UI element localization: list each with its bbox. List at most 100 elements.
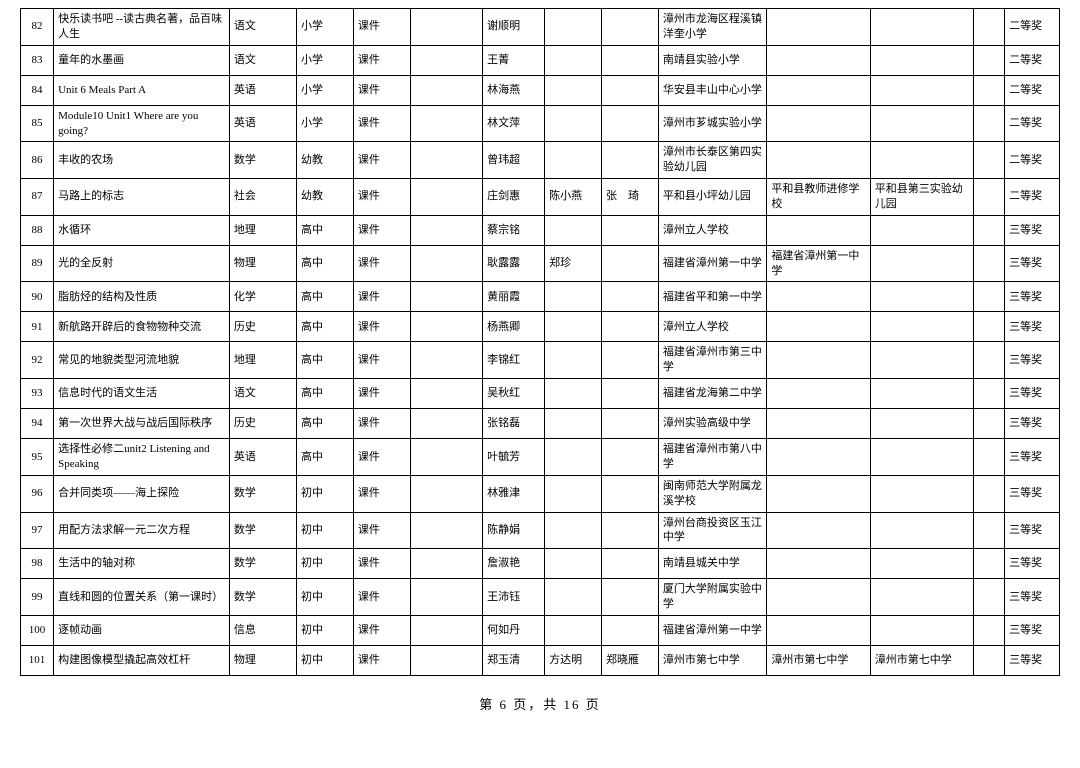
level: 初中	[297, 549, 354, 579]
school2	[767, 475, 870, 512]
table-row: 83童年的水墨画语文小学课件王菁南靖县实验小学二等奖	[21, 45, 1060, 75]
row-number: 93	[21, 379, 54, 409]
table-row: 96合并同类项——海上探险数学初中课件林雅津闽南师范大学附属龙溪学校三等奖	[21, 475, 1060, 512]
author3	[601, 379, 658, 409]
school2	[767, 512, 870, 549]
award: 二等奖	[1005, 105, 1060, 142]
table-row: 97用配方法求解一元二次方程数学初中课件陈静娟漳州台商投资区玉江中学三等奖	[21, 512, 1060, 549]
level: 初中	[297, 645, 354, 675]
author2	[545, 215, 602, 245]
blank2	[974, 215, 1005, 245]
award: 三等奖	[1005, 409, 1060, 439]
title: 用配方法求解一元二次方程	[54, 512, 230, 549]
author2	[545, 342, 602, 379]
school2	[767, 379, 870, 409]
author1: 曾玮超	[483, 142, 545, 179]
title: 合并同类项——海上探险	[54, 475, 230, 512]
blank	[410, 282, 482, 312]
table-row: 92常见的地貌类型河流地貌地理高中课件李锦红福建省漳州市第三中学三等奖	[21, 342, 1060, 379]
subject: 地理	[229, 342, 296, 379]
author3	[601, 9, 658, 46]
subject: 数学	[229, 512, 296, 549]
school1: 福建省平和第一中学	[658, 282, 767, 312]
school2: 漳州市第七中学	[767, 645, 870, 675]
author1: 林海燕	[483, 75, 545, 105]
school3: 平和县第三实验幼儿园	[870, 179, 973, 216]
author3	[601, 45, 658, 75]
type: 课件	[353, 105, 410, 142]
table-row: 84Unit 6 Meals Part A英语小学课件林海燕华安县丰山中心小学二…	[21, 75, 1060, 105]
author1: 李锦红	[483, 342, 545, 379]
title: 选择性必修二unit2 Listening and Speaking	[54, 439, 230, 476]
type: 课件	[353, 512, 410, 549]
school1: 闽南师范大学附属龙溪学校	[658, 475, 767, 512]
school3	[870, 282, 973, 312]
subject: 历史	[229, 409, 296, 439]
level: 小学	[297, 105, 354, 142]
blank2	[974, 475, 1005, 512]
subject: 语文	[229, 9, 296, 46]
author3	[601, 409, 658, 439]
row-number: 98	[21, 549, 54, 579]
level: 幼教	[297, 179, 354, 216]
school3	[870, 142, 973, 179]
level: 初中	[297, 615, 354, 645]
table-row: 88水循环地理高中课件蔡宗铭漳州立人学校三等奖	[21, 215, 1060, 245]
school1: 漳州立人学校	[658, 312, 767, 342]
blank	[410, 75, 482, 105]
type: 课件	[353, 9, 410, 46]
table-row: 91新航路开辟后的食物物种交流历史高中课件杨燕卿漳州立人学校三等奖	[21, 312, 1060, 342]
author1: 黄丽霞	[483, 282, 545, 312]
row-number: 92	[21, 342, 54, 379]
author1: 王菁	[483, 45, 545, 75]
table-row: 95选择性必修二unit2 Listening and Speaking英语高中…	[21, 439, 1060, 476]
award: 三等奖	[1005, 342, 1060, 379]
level: 高中	[297, 342, 354, 379]
school2	[767, 215, 870, 245]
level: 高中	[297, 312, 354, 342]
author2	[545, 142, 602, 179]
blank	[410, 9, 482, 46]
award: 二等奖	[1005, 75, 1060, 105]
school1: 厦门大学附属实验中学	[658, 579, 767, 616]
school1: 福建省漳州市第八中学	[658, 439, 767, 476]
author2	[545, 379, 602, 409]
school1: 漳州市芗城实验小学	[658, 105, 767, 142]
table-row: 99直线和圆的位置关系（第一课时）数学初中课件王沛钰厦门大学附属实验中学三等奖	[21, 579, 1060, 616]
blank2	[974, 179, 1005, 216]
level: 高中	[297, 282, 354, 312]
author2	[545, 439, 602, 476]
row-number: 94	[21, 409, 54, 439]
author1: 林文萍	[483, 105, 545, 142]
school2	[767, 142, 870, 179]
level: 小学	[297, 75, 354, 105]
author1: 林雅津	[483, 475, 545, 512]
title: Unit 6 Meals Part A	[54, 75, 230, 105]
school3: 漳州市第七中学	[870, 645, 973, 675]
level: 高中	[297, 439, 354, 476]
author2	[545, 45, 602, 75]
type: 课件	[353, 439, 410, 476]
row-number: 100	[21, 615, 54, 645]
table-row: 101构建图像模型撬起高效杠杆物理初中课件郑玉清方达明郑晓雁漳州市第七中学漳州市…	[21, 645, 1060, 675]
award: 三等奖	[1005, 615, 1060, 645]
award: 三等奖	[1005, 645, 1060, 675]
award: 三等奖	[1005, 282, 1060, 312]
author1: 蔡宗铭	[483, 215, 545, 245]
type: 课件	[353, 282, 410, 312]
subject: 数学	[229, 475, 296, 512]
author2	[545, 9, 602, 46]
blank2	[974, 645, 1005, 675]
award: 三等奖	[1005, 579, 1060, 616]
table-row: 87马路上的标志社会幼教课件庄剑惠陈小燕张 琦平和县小坪幼儿园平和县教师进修学校…	[21, 179, 1060, 216]
subject: 地理	[229, 215, 296, 245]
author3	[601, 475, 658, 512]
title: 脂肪烃的结构及性质	[54, 282, 230, 312]
author1: 张铭磊	[483, 409, 545, 439]
row-number: 82	[21, 9, 54, 46]
blank	[410, 512, 482, 549]
author1: 詹淑艳	[483, 549, 545, 579]
title: 丰收的农场	[54, 142, 230, 179]
type: 课件	[353, 615, 410, 645]
table-row: 94第一次世界大战与战后国际秩序历史高中课件张铭磊漳州实验高级中学三等奖	[21, 409, 1060, 439]
